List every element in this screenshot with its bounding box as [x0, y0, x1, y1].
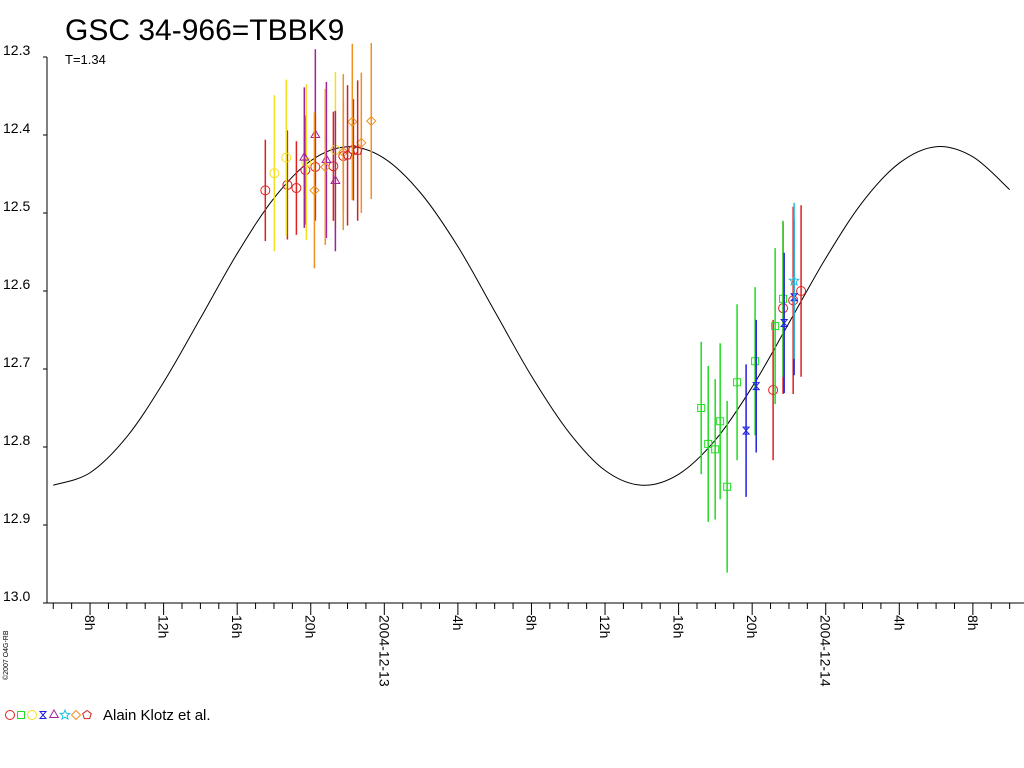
y-tick-label: 12.7	[3, 354, 30, 370]
y-tick-label: 12.8	[3, 432, 30, 448]
legend-label: Alain Klotz et al.	[103, 707, 211, 724]
x-tick-label: 12h	[156, 615, 172, 638]
data-point	[338, 146, 349, 158]
data-point	[796, 286, 807, 296]
legend-marker	[82, 709, 92, 720]
data-point	[320, 161, 331, 173]
data-point	[704, 439, 713, 448]
x-tick-label: 4h	[450, 615, 466, 631]
legend-marker	[27, 710, 37, 720]
x-tick-label: 2004-12-13	[376, 615, 392, 687]
x-tick-label: 8h	[523, 615, 539, 631]
data-point	[752, 382, 761, 391]
x-tick-label: 12h	[597, 615, 613, 638]
legend-marker	[58, 708, 72, 721]
y-tick-label: 12.6	[3, 276, 30, 292]
data-point	[291, 183, 302, 194]
data-point	[790, 293, 799, 302]
chart-title: GSC 34-966=TBBK9	[65, 14, 344, 47]
legend-marker	[48, 709, 60, 718]
chart-subtitle: T=1.34	[65, 52, 106, 67]
data-point	[716, 417, 725, 426]
data-point	[282, 179, 293, 190]
y-tick-label: 12.9	[3, 510, 30, 526]
data-point	[310, 128, 321, 138]
data-point	[742, 426, 751, 435]
x-tick-label: 16h	[671, 615, 687, 638]
x-tick-label: 20h	[303, 615, 319, 638]
copyright: ©2007 O4G-RB	[2, 630, 10, 680]
data-point	[788, 274, 801, 286]
data-point	[352, 145, 363, 155]
data-point	[321, 153, 332, 163]
data-point	[281, 152, 292, 163]
data-point	[751, 357, 760, 366]
y-tick-label: 13.0	[3, 588, 30, 604]
data-point	[780, 318, 789, 327]
y-tick-label: 12.5	[3, 198, 30, 214]
data-point	[269, 168, 280, 179]
legend-marker	[5, 710, 15, 720]
legend-marker	[70, 709, 82, 721]
data-point	[330, 175, 341, 185]
data-point	[301, 157, 312, 168]
data-point	[309, 185, 320, 196]
y-tick-label: 12.3	[3, 42, 30, 58]
x-tick-label: 20h	[744, 615, 760, 638]
data-point	[260, 185, 271, 196]
x-tick-label: 4h	[891, 615, 907, 631]
data-point	[299, 151, 310, 161]
y-tick-label: 12.4	[3, 120, 30, 136]
data-point	[711, 445, 720, 454]
data-point	[342, 150, 353, 160]
x-tick-label: 16h	[229, 615, 245, 638]
data-point	[697, 404, 706, 412]
data-point	[771, 322, 780, 331]
model-curve	[53, 146, 1010, 486]
x-tick-label: 2004-12-14	[818, 615, 834, 687]
legend-marker	[38, 711, 48, 719]
data-point	[366, 115, 377, 127]
x-tick-label: 8h	[965, 615, 981, 631]
data-point	[347, 116, 358, 127]
legend-marker	[17, 711, 25, 719]
x-tick-label: 8h	[82, 615, 98, 631]
data-point	[300, 165, 311, 176]
data-point	[733, 378, 742, 387]
data-point	[779, 294, 788, 303]
data-point	[768, 385, 779, 396]
data-point	[723, 482, 732, 491]
